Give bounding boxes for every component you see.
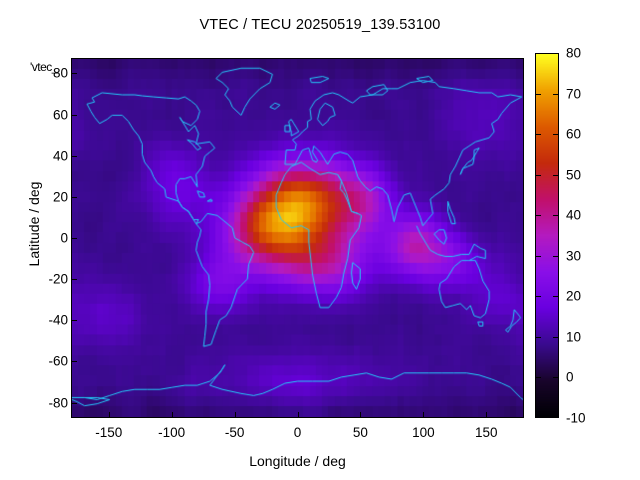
- x-tick-label: -50: [224, 425, 245, 440]
- x-tick-label: 50: [352, 425, 368, 440]
- colorbar-tick-label: 70: [566, 86, 582, 102]
- colorbar-tick-mark: [553, 256, 559, 257]
- y-tick-label: 40: [52, 148, 68, 164]
- x-tick-label: 100: [412, 425, 435, 440]
- colorbar-tick-mark: [553, 215, 559, 216]
- y-tick-label: -60: [48, 353, 68, 369]
- colorbar-tick-label: 30: [566, 248, 582, 264]
- x-tick-mark: [298, 412, 299, 418]
- y-tick-mark: [71, 197, 77, 198]
- colorbar-tick-mark: [553, 94, 559, 95]
- colorbar-gradient: [536, 54, 558, 417]
- x-tick-label: -100: [158, 425, 186, 440]
- y-tick-mark: [71, 156, 77, 157]
- plot-area: [71, 58, 524, 418]
- colorbar-tick-mark: [553, 377, 559, 378]
- colorbar-tick-mark: [553, 175, 559, 176]
- y-tick-mark: [71, 361, 77, 362]
- y-tick-mark: [71, 115, 77, 116]
- x-tick-mark: [172, 412, 173, 418]
- colorbar-tick-mark: [535, 215, 541, 216]
- x-tick-mark: [235, 412, 236, 418]
- x-tick-label: 0: [293, 425, 302, 440]
- y-tick-label: 0: [60, 230, 68, 246]
- colorbar-tick-mark: [535, 337, 541, 338]
- y-tick-label: -80: [48, 395, 68, 411]
- chart-title: VTEC / TECU 20250519_139.53100: [199, 17, 441, 33]
- y-tick-label: 20: [52, 189, 68, 205]
- colorbar-tick-label: 50: [566, 167, 582, 183]
- colorbar-tick-mark: [535, 256, 541, 257]
- y-tick-label: 80: [52, 65, 68, 81]
- colorbar-tick-label: 60: [566, 126, 582, 142]
- colorbar-tick-label: 10: [566, 329, 582, 345]
- y-axis-ticks: 80 60 40 20 0 -20 -40 -60 -80: [0, 0, 68, 480]
- coastline-overlay: [72, 59, 523, 417]
- y-tick-label: -40: [48, 312, 68, 328]
- stray-legend-label: 'vtec_: [30, 60, 58, 74]
- y-tick-mark: [71, 403, 77, 404]
- y-tick-label: -20: [48, 271, 68, 287]
- x-tick-mark: [423, 412, 424, 418]
- colorbar-tick-mark: [553, 337, 559, 338]
- x-tick-label: 150: [474, 425, 498, 440]
- colorbar-tick-mark: [535, 94, 541, 95]
- x-tick-mark: [109, 412, 110, 418]
- colorbar-tick-label: -10: [566, 410, 586, 426]
- x-tick-mark: [360, 412, 361, 418]
- colorbar-tick-label: 20: [566, 288, 582, 304]
- colorbar-tick-mark: [535, 377, 541, 378]
- x-axis-label: Longitude / deg: [249, 453, 346, 469]
- y-axis-label: Latitude / deg: [26, 181, 42, 267]
- colorbar-tick-mark: [553, 296, 559, 297]
- colorbar-tick-label: 80: [566, 45, 582, 61]
- colorbar-tick-label: 0: [566, 369, 574, 385]
- colorbar-tick-mark: [535, 296, 541, 297]
- colorbar-tick-mark: [553, 134, 559, 135]
- colorbar: [535, 53, 559, 418]
- y-tick-mark: [71, 320, 77, 321]
- y-tick-mark: [71, 238, 77, 239]
- x-tick-mark: [486, 412, 487, 418]
- y-tick-label: 60: [52, 107, 68, 123]
- x-tick-label: -150: [95, 425, 123, 440]
- colorbar-tick-label: 40: [566, 207, 582, 223]
- colorbar-tick-mark: [535, 134, 541, 135]
- y-tick-mark: [71, 73, 77, 74]
- colorbar-tick-mark: [535, 175, 541, 176]
- y-tick-mark: [71, 279, 77, 280]
